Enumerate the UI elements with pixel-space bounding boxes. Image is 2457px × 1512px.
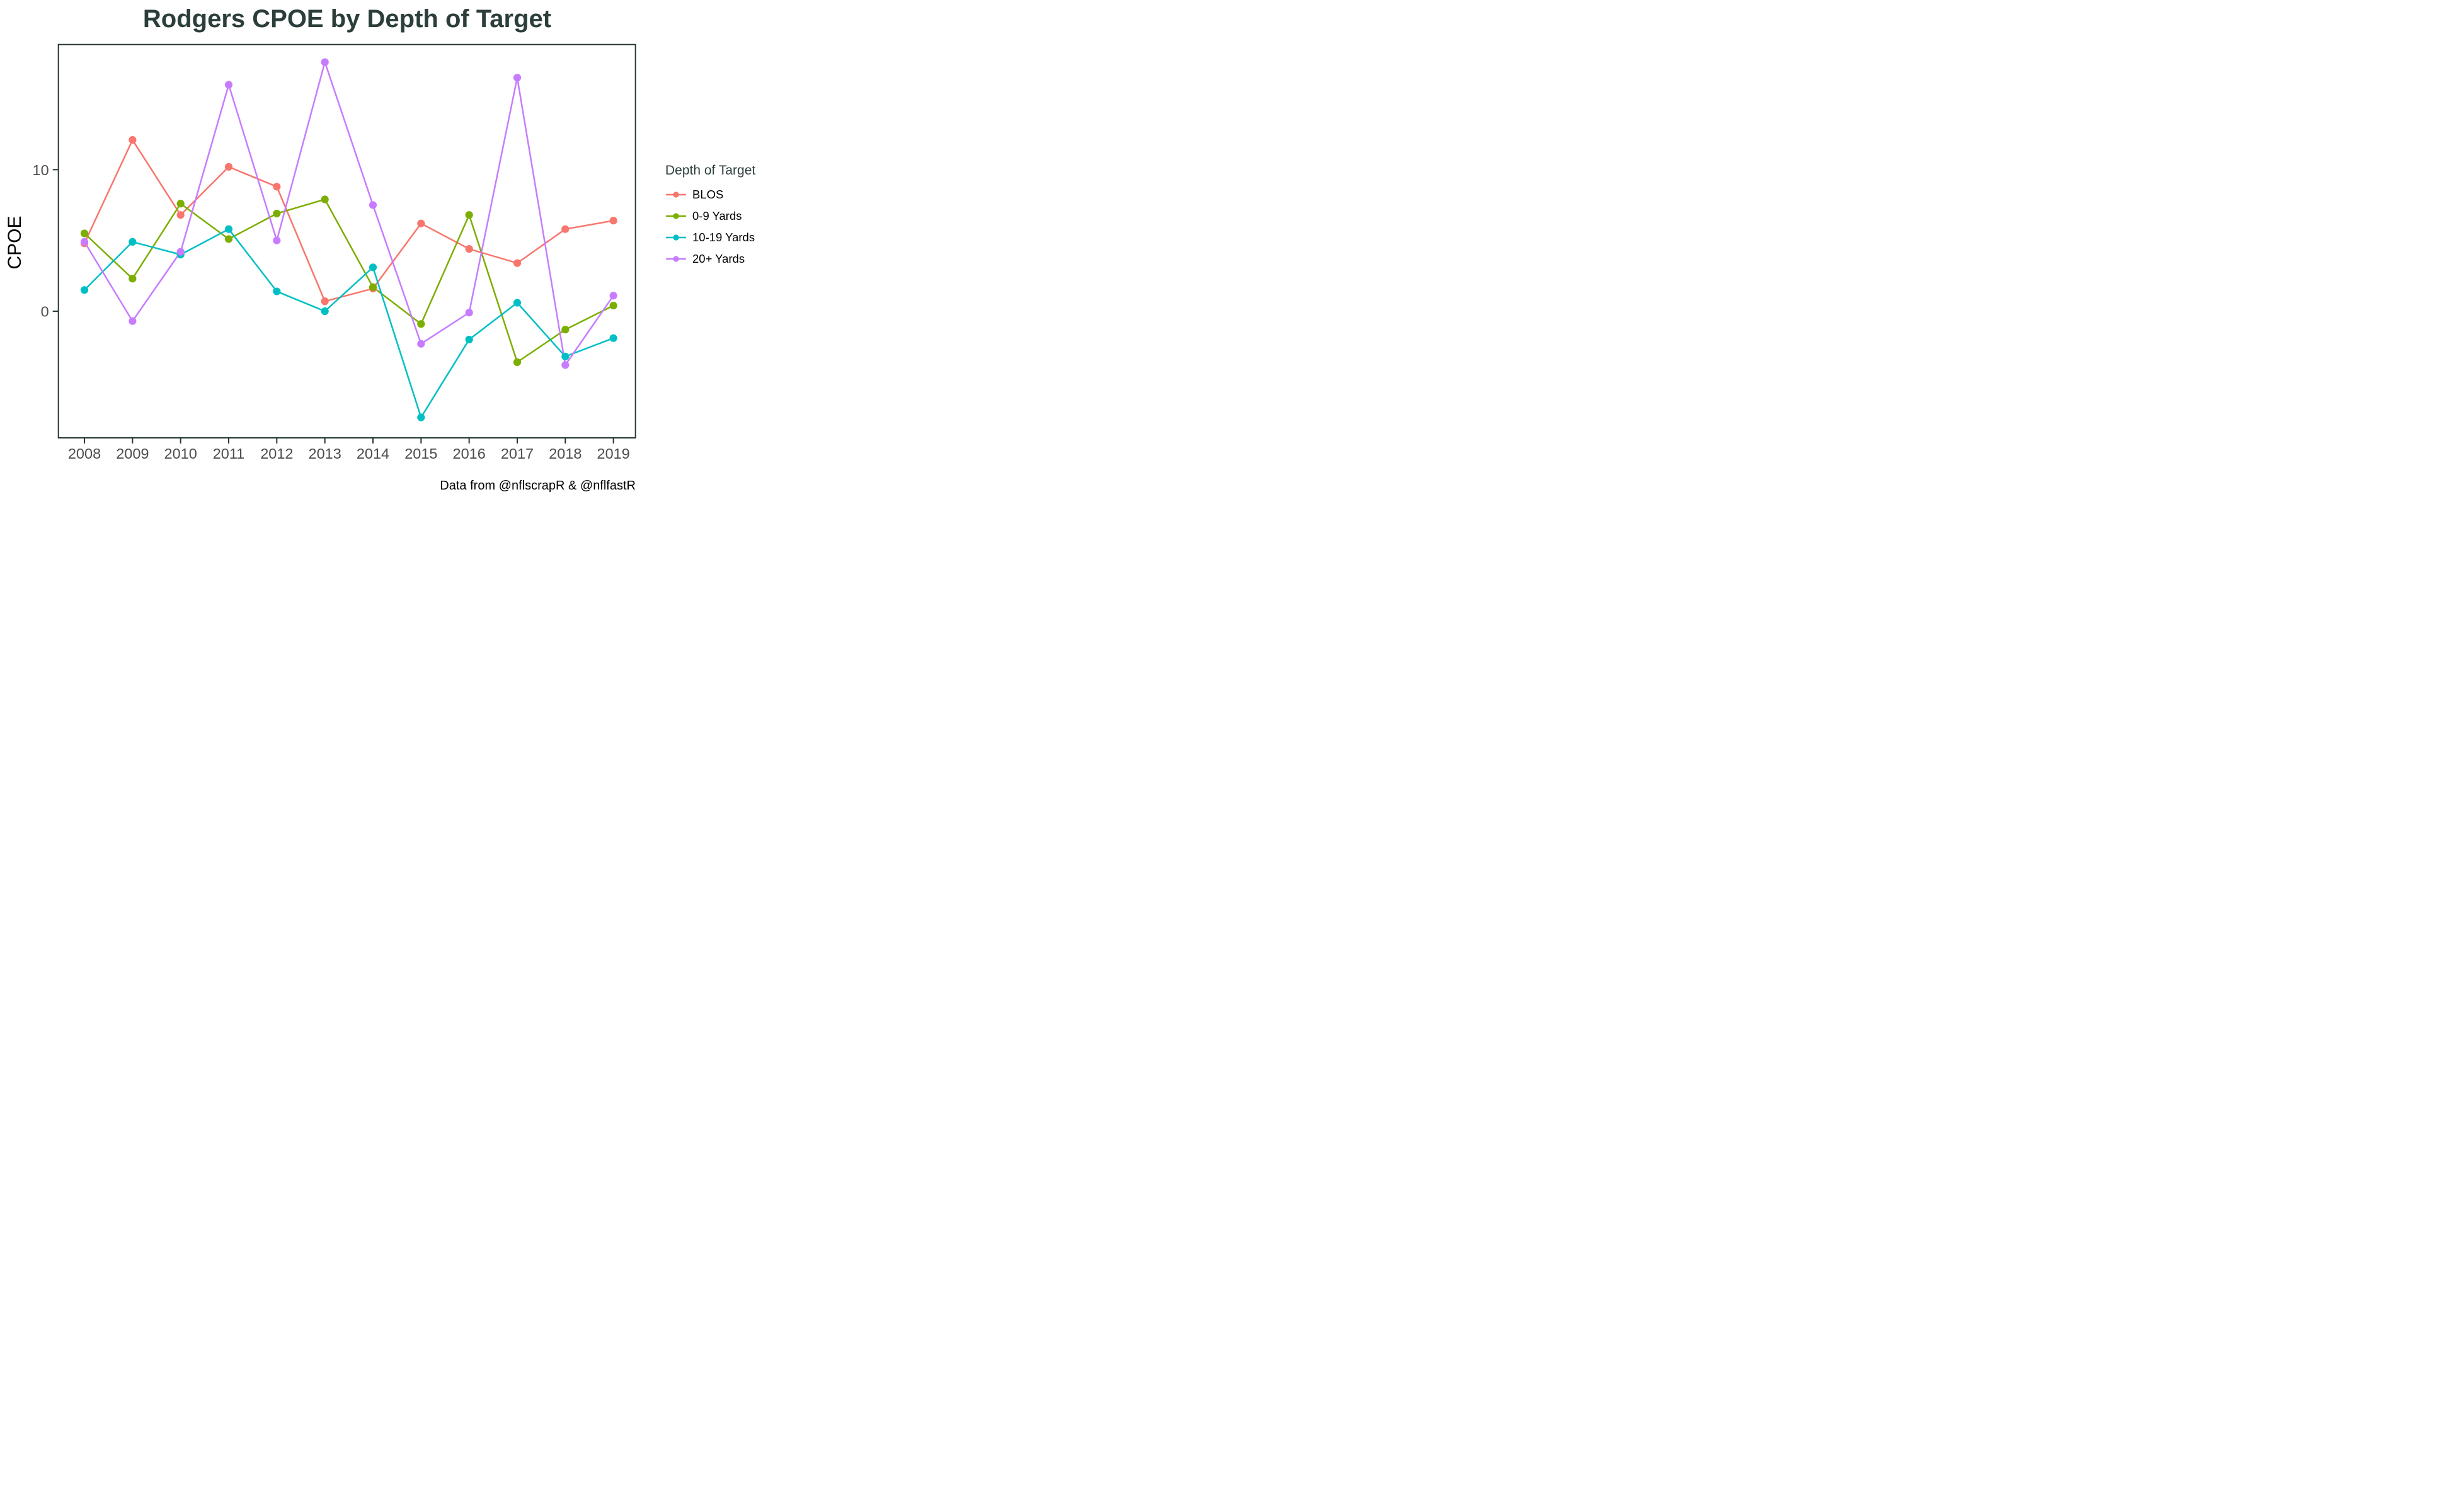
legend-item-label: BLOS [692,188,724,201]
svg-text:2018: 2018 [549,445,581,462]
svg-text:2013: 2013 [309,445,341,462]
line-chart-panel: 2008 2009 2010 2011 2012 2013 2014 2015 2016 2017… [33,43,636,462]
svg-text:2015: 2015 [404,445,437,462]
legend-item-label: 0-9 Yards [692,209,742,222]
legend-item-blos: BLOS [665,184,755,205]
legend-key-icon [666,192,686,198]
legend: Depth of Target BLOS 0-9 Yards 10-19 Yar… [665,161,755,270]
svg-text:2012: 2012 [260,445,293,462]
legend-key-icon [666,213,686,219]
svg-text:10: 10 [33,162,49,178]
svg-text:2019: 2019 [597,445,630,462]
svg-text:2014: 2014 [357,445,389,462]
figure: Rodgers CPOE by Depth of Target CPOE 200… [0,0,819,504]
legend-item-label: 10-19 Yards [692,231,755,244]
svg-text:0: 0 [41,304,49,320]
svg-text:2010: 2010 [164,445,197,462]
legend-item-20-plus-yards: 20+ Yards [665,248,755,270]
chart-title: Rodgers CPOE by Depth of Target [142,5,552,33]
legend-title: Depth of Target [665,163,756,178]
svg-text:2017: 2017 [501,445,534,462]
legend-item-10-19-yards: 10-19 Yards [665,227,755,248]
legend-key-icon [666,234,686,241]
legend-item-label: 20+ Yards [692,252,745,265]
caption: Data from @nflscrapR & @nflfastR [440,479,636,493]
svg-text:2008: 2008 [68,445,101,462]
legend-item-0-9-yards: 0-9 Yards [665,205,755,227]
svg-text:2009: 2009 [116,445,149,462]
y-axis-title: CPOE [4,215,25,270]
svg-text:2016: 2016 [453,445,486,462]
svg-text:2011: 2011 [213,445,245,462]
legend-key-icon [666,256,686,262]
